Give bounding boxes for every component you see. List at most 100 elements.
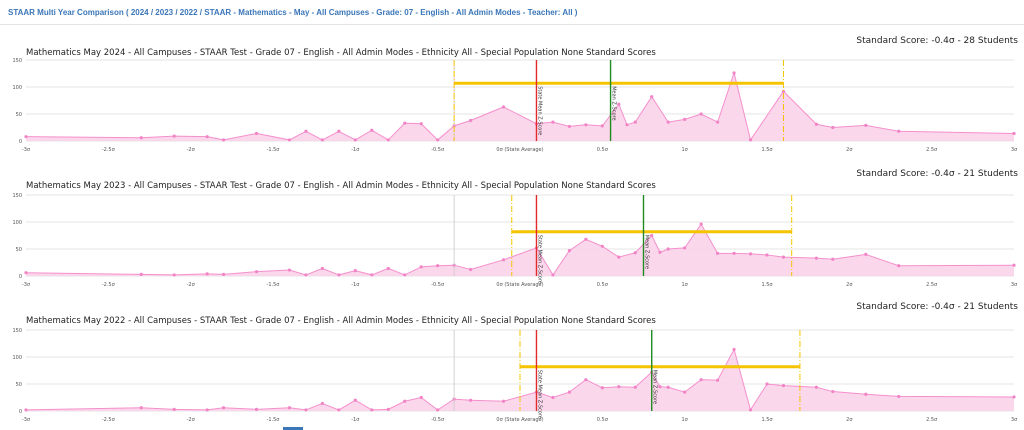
data-point [337,273,341,277]
data-point [287,268,292,272]
data-point [781,89,786,93]
data-point [172,134,176,138]
data-point [584,378,588,382]
data-point [699,112,703,116]
data-point [24,135,28,139]
scroll-indicator[interactable] [283,427,303,430]
y-tick-label: 100 [12,220,22,226]
data-point [666,385,670,389]
x-tick-label: -3σ [22,282,31,288]
x-tick-label: 3σ [1011,147,1018,153]
standard-score-label: Standard Score: -0.4σ - 28 Students [856,36,1018,46]
chart-panel-2022: Standard Score: -0.4σ - 21 Students Math… [0,298,1024,426]
data-point [501,399,506,403]
data-point [551,120,555,124]
series-area [26,349,1014,411]
data-point [699,222,703,226]
data-point [370,128,374,132]
data-point [337,129,341,133]
data-point [748,252,753,256]
data-point [370,273,374,277]
x-tick-label: 3σ [1011,417,1018,423]
data-point [666,247,670,251]
data-point [864,252,868,256]
data-point [419,265,423,269]
data-point [287,138,292,142]
data-point [353,398,357,402]
x-tick-label: 1σ [681,417,688,423]
data-point [551,273,555,277]
data-point [625,123,629,127]
x-tick-label: -2.5σ [102,282,116,288]
data-point [683,117,687,121]
data-point [666,120,670,124]
data-point [584,123,588,127]
x-tick-label: -1σ [351,417,360,423]
data-point [403,399,407,403]
data-point [139,272,143,276]
data-point [222,406,226,410]
data-point [897,264,901,268]
data-point [781,255,786,259]
data-point [205,408,209,412]
data-point [633,251,637,255]
x-tick-label: 1.5σ [761,282,773,288]
y-tick-label: 100 [12,355,22,361]
data-point [716,251,720,255]
data-point [617,255,621,259]
page-title: STAAR Multi Year Comparison ( 2024 / 202… [8,8,578,17]
data-point [139,136,143,140]
data-point [633,385,637,389]
data-point [353,138,357,142]
data-point [469,398,473,402]
data-point [287,406,292,410]
data-point [172,273,176,277]
data-point [1012,263,1016,267]
data-point [436,264,440,268]
x-tick-label: -1σ [351,147,360,153]
data-point [831,389,835,394]
data-point [386,138,390,142]
data-point [320,266,324,271]
x-tick-label: 0.5σ [597,417,609,423]
data-point [658,250,662,254]
data-point [567,124,572,129]
data-point [254,407,259,411]
data-point [831,125,835,130]
chart-2023: 0 50 100 150 -3σ -2.5σ -2σ -1.5σ -1σ -0.5σ 0σ (Sta… [12,193,1018,288]
x-tick-label: -2σ [187,147,196,153]
data-point [617,385,621,389]
x-tick-label: 2σ [846,147,853,153]
data-point [1012,131,1016,136]
data-point [683,246,687,250]
data-point [403,121,407,125]
data-point [501,105,506,109]
data-point [633,120,637,124]
data-point [716,120,720,124]
x-tick-label: 2.5σ [926,417,938,423]
data-point [897,129,901,133]
data-point [172,407,176,411]
data-point [781,384,786,388]
data-point [501,258,506,262]
x-tick-label: -0.5σ [431,282,445,288]
data-point [600,124,604,128]
chart-title: Mathematics May 2022 - All Campuses - ST… [26,316,656,326]
state-mean-label: State Mean Z-Score [536,235,542,284]
x-tick-label: -1σ [351,282,360,288]
data-point [748,408,753,412]
standard-score-label: Standard Score: -0.4σ - 21 Students [856,169,1018,179]
data-point [658,385,662,389]
state-mean-label: State Mean Z-Score [536,86,542,135]
data-point [814,385,819,389]
data-point [304,273,308,277]
y-tick-label: 0 [19,274,22,280]
data-point [1012,395,1016,399]
series-line [25,71,1015,142]
x-tick-label: 0σ (State Average) [496,282,543,288]
state-mean-label: State Mean Z-Score [536,370,542,419]
data-point [436,408,440,412]
data-point [617,102,621,106]
data-point [814,122,819,126]
standard-score-label: Standard Score: -0.4σ - 21 Students [856,302,1018,312]
